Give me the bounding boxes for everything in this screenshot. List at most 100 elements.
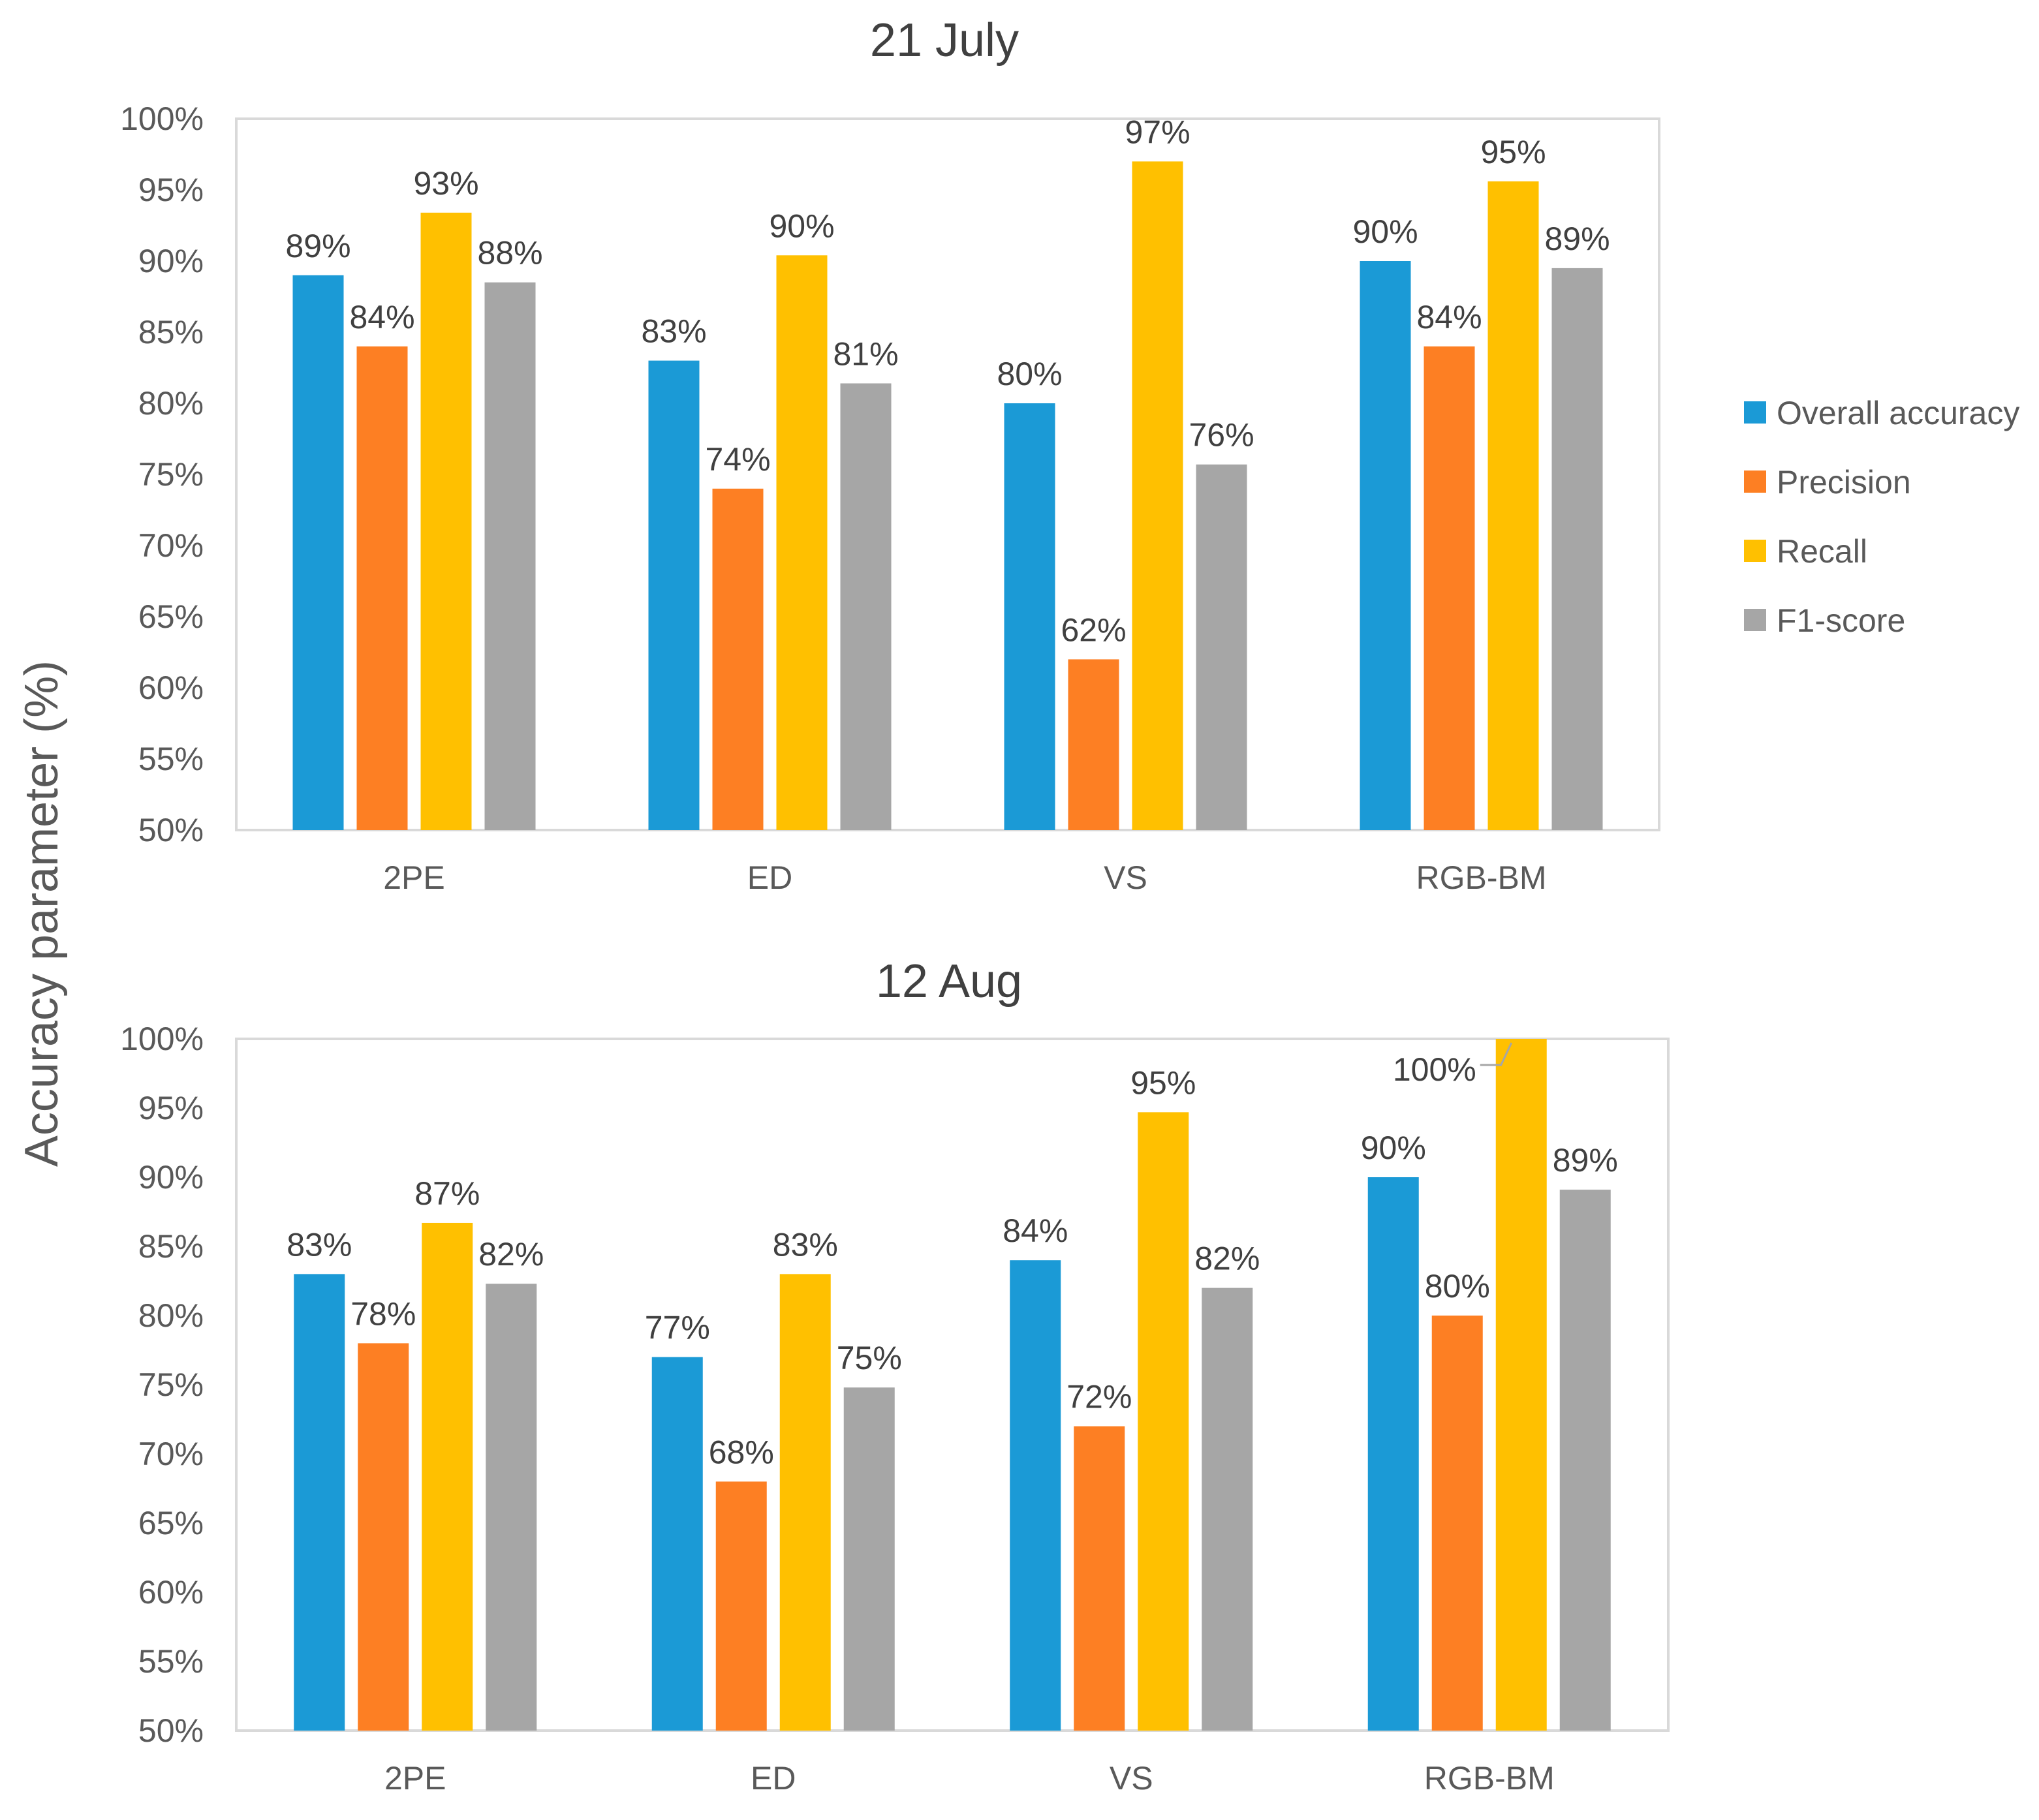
data-label: 74% (705, 441, 770, 478)
y-tick-label: 65% (138, 1505, 204, 1541)
y-tick-label: 90% (138, 1159, 204, 1195)
legend-label: Precision (1777, 464, 1911, 501)
bar-overall-accuracy (294, 1274, 345, 1731)
bar-overall-accuracy (1360, 261, 1411, 830)
bar-recall (1132, 161, 1183, 830)
x-category-label: 2PE (384, 1760, 446, 1797)
bar-precision (358, 1343, 409, 1731)
y-tick-label: 80% (138, 1297, 204, 1334)
bar-precision (1068, 659, 1119, 830)
data-label: 84% (1416, 299, 1482, 335)
y-tick-label: 75% (138, 1366, 204, 1403)
y-tick-label: 60% (138, 670, 204, 706)
y-tick-label: 85% (138, 314, 204, 350)
bar-recall (420, 212, 472, 830)
y-axis-label: Accuracy parameter (%) (16, 660, 68, 1167)
bar-recall (1138, 1112, 1189, 1731)
data-label: 100% (1393, 1051, 1476, 1088)
x-category-label: VS (1104, 859, 1147, 896)
y-tick-label: 100% (120, 1021, 204, 1057)
legend-item-f1-score: F1-score (1744, 602, 1905, 639)
plot-area (235, 117, 1660, 831)
data-label: 81% (833, 335, 898, 372)
y-tick-label: 70% (138, 527, 204, 564)
plot-area (235, 1038, 1670, 1732)
bar-f1-score (486, 1284, 537, 1731)
x-category-label: ED (751, 1760, 796, 1797)
data-label: 80% (1425, 1268, 1490, 1304)
data-label: 84% (1003, 1212, 1068, 1249)
data-label: 83% (287, 1226, 352, 1263)
legend-swatch (1744, 609, 1766, 631)
y-tick-label: 75% (138, 456, 204, 493)
data-label: 68% (709, 1434, 774, 1470)
y-tick-label: 65% (138, 598, 204, 635)
data-label: 90% (1352, 213, 1418, 250)
bar-overall-accuracy (651, 1357, 703, 1731)
y-tick-label: 60% (138, 1574, 204, 1611)
data-label: 76% (1189, 417, 1254, 454)
data-label: 72% (1066, 1379, 1132, 1415)
y-tick-label: 95% (138, 1090, 204, 1126)
chart-panel-2: 12 Aug 50% 55% 60% 65% 70% 75% 80% 85% 90% 95% 100%… (120, 955, 1670, 1797)
data-label: 95% (1480, 134, 1546, 170)
data-label: 89% (285, 228, 350, 264)
bar-overall-accuracy (292, 275, 344, 830)
data-label: 77% (645, 1310, 710, 1346)
y-tick-label: 100% (120, 100, 204, 137)
y-tick-label: 90% (138, 243, 204, 279)
data-label: 90% (769, 208, 834, 244)
data-label: 78% (350, 1295, 416, 1332)
bar-precision (1431, 1316, 1483, 1731)
bar-f1-score (1196, 464, 1247, 830)
bar-f1-score (1551, 268, 1603, 830)
y-tick-label: 80% (138, 385, 204, 422)
y-tick-label: 55% (138, 741, 204, 777)
data-label: 83% (773, 1226, 838, 1263)
bar-f1-score (1202, 1288, 1253, 1731)
legend-swatch (1744, 470, 1766, 493)
bar-recall (1495, 1039, 1547, 1731)
legend-label: Overall accuracy (1777, 395, 2019, 431)
data-label: 75% (837, 1340, 902, 1376)
data-label: 97% (1125, 114, 1190, 150)
x-category-label: ED (747, 859, 792, 896)
data-label: 90% (1361, 1130, 1426, 1166)
chart-title: 12 Aug (876, 955, 1022, 1008)
legend-label: Recall (1777, 533, 1867, 570)
bar-f1-score (840, 383, 892, 830)
bar-f1-score (484, 282, 536, 830)
data-label: 95% (1130, 1064, 1196, 1101)
data-label: 89% (1544, 221, 1610, 257)
y-tick-label: 95% (138, 172, 204, 208)
bar-overall-accuracy (1367, 1177, 1419, 1731)
x-category-label: RGB-BM (1416, 859, 1547, 896)
x-category-label: VS (1110, 1760, 1153, 1797)
bar-precision (715, 1481, 767, 1731)
bar-precision (1074, 1426, 1125, 1731)
data-label: 62% (1061, 611, 1126, 648)
legend-item-recall: Recall (1744, 533, 1867, 570)
y-tick-label: 55% (138, 1643, 204, 1680)
data-label: 80% (997, 356, 1062, 392)
bar-overall-accuracy (648, 360, 700, 830)
chart-panel-1: 21 July 50% 55% 60% 65% 70% 75% 80% 85% 90% 95% 100… (120, 14, 1660, 896)
bar-overall-accuracy (1004, 403, 1055, 830)
data-label: 87% (414, 1175, 480, 1212)
legend: Overall accuracy Precision Recall F1-score (1744, 395, 2019, 639)
data-label: 82% (478, 1236, 544, 1272)
data-label: 82% (1194, 1241, 1260, 1277)
y-tick-label: 70% (138, 1436, 204, 1472)
legend-swatch (1744, 401, 1766, 424)
data-label: 83% (641, 313, 706, 350)
chart-title: 21 July (870, 14, 1019, 67)
y-tick-label: 50% (138, 812, 204, 848)
bar-precision (712, 488, 764, 830)
x-category-label: 2PE (383, 859, 445, 896)
bar-recall (776, 255, 828, 830)
data-label: 93% (413, 165, 478, 202)
legend-label: F1-score (1777, 602, 1905, 639)
y-tick-label: 85% (138, 1228, 204, 1265)
